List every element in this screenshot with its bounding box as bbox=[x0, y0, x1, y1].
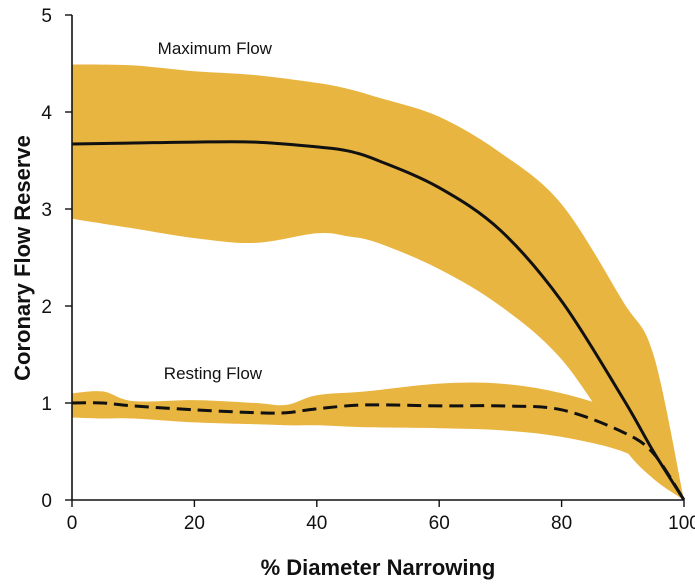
y-tick-label: 2 bbox=[41, 297, 52, 318]
y-tick-label: 1 bbox=[41, 394, 52, 415]
y-tick-label: 5 bbox=[41, 6, 52, 27]
x-axis-title: % Diameter Narrowing bbox=[261, 555, 496, 580]
x-tick-label: 100 bbox=[668, 513, 695, 534]
annotation-resting-flow: Resting Flow bbox=[164, 364, 263, 383]
y-axis-title: Coronary Flow Reserve bbox=[10, 135, 35, 381]
x-tick-label: 40 bbox=[306, 513, 327, 534]
y-tick-label: 3 bbox=[41, 200, 52, 221]
confidence-bands bbox=[72, 65, 684, 501]
x-tick-label: 80 bbox=[551, 513, 572, 534]
x-tick-label: 0 bbox=[67, 513, 78, 534]
x-tick-label: 20 bbox=[184, 513, 205, 534]
y-tick-label: 0 bbox=[41, 491, 52, 512]
x-tick-label: 60 bbox=[429, 513, 450, 534]
y-tick-label: 4 bbox=[41, 103, 52, 124]
annotation-maximum-flow: Maximum Flow bbox=[158, 39, 273, 58]
